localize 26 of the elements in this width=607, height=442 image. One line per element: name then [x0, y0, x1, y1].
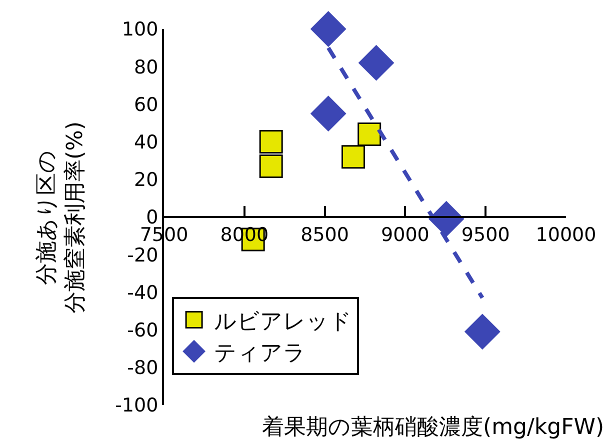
y-tick-label: 20	[134, 169, 158, 192]
point	[342, 145, 366, 169]
y-tick-label: -40	[127, 282, 158, 304]
y-tick-label: 60	[134, 94, 158, 116]
point	[358, 122, 382, 146]
x-tick-label: 8500	[300, 224, 349, 246]
x-tick-label: 10000	[536, 224, 596, 246]
y-tick-label: 40	[134, 131, 158, 154]
x-tick-label: 9500	[461, 224, 510, 246]
x-tick-label: 9000	[381, 224, 430, 246]
point	[310, 96, 346, 132]
point	[259, 130, 283, 154]
point	[464, 314, 500, 350]
x-axis-title: 着果期の葉柄硝酸濃度(mg/kgFW)	[262, 415, 604, 440]
y-tick-label: -100	[115, 394, 158, 417]
y-tick-label: -60	[127, 319, 158, 342]
point	[259, 154, 283, 178]
y-tick-label: 80	[134, 56, 158, 78]
point	[358, 45, 394, 80]
legend-label: ルビアレッド	[214, 309, 352, 334]
point	[310, 11, 346, 47]
y-tick-label: -80	[127, 357, 158, 380]
y-tick-label: 100	[122, 18, 158, 41]
legend-label: ティアラ	[214, 340, 306, 366]
y-tick-label: -20	[127, 244, 158, 266]
y-axis-title: 分施あり区の分施窒素利用率(%)	[34, 121, 88, 314]
